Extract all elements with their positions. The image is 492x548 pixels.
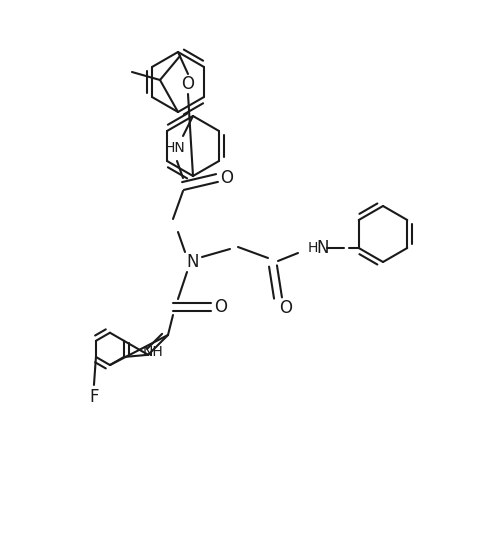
- Text: O: O: [220, 169, 234, 187]
- Text: H: H: [308, 241, 318, 255]
- Text: NH: NH: [143, 345, 163, 359]
- Text: HN: HN: [165, 141, 185, 155]
- Text: F: F: [89, 388, 99, 406]
- Text: O: O: [279, 299, 293, 317]
- Text: O: O: [215, 298, 227, 316]
- Text: O: O: [182, 75, 194, 93]
- Text: N: N: [317, 239, 329, 257]
- Text: N: N: [187, 253, 199, 271]
